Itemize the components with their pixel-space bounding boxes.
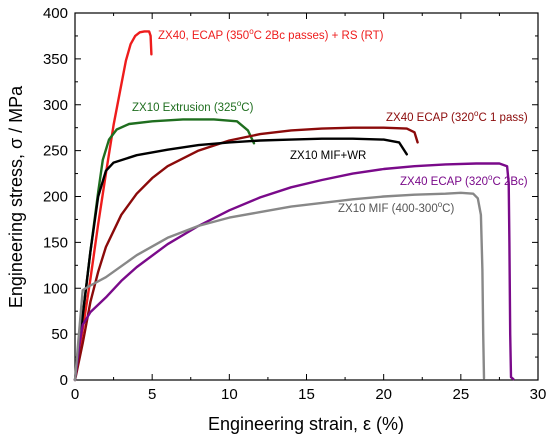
plot-area-frame bbox=[74, 12, 539, 381]
x-tick-label: 0 bbox=[71, 386, 79, 403]
x-axis-title: Engineering strain, ε (%) bbox=[208, 414, 404, 434]
x-tick-label: 30 bbox=[530, 386, 547, 403]
y-tick-label: 200 bbox=[43, 189, 68, 206]
series-line-1 bbox=[73, 30, 153, 382]
series-group bbox=[73, 30, 515, 382]
annotation-a4: ZX10 MIF+WR bbox=[290, 150, 366, 162]
x-tick-label: 20 bbox=[375, 386, 392, 403]
annotation-a1: ZX40, ECAP (350oC 2Bc passes) + RS (RT) bbox=[158, 27, 384, 42]
annotation-a2: ZX10 Extrusion (325oC) bbox=[132, 99, 254, 114]
x-tick-label: 5 bbox=[148, 386, 156, 403]
y-tick-label: 100 bbox=[43, 280, 68, 297]
annotation-a6: ZX10 MIF (400-300oC) bbox=[338, 200, 454, 215]
series-line-5 bbox=[73, 162, 515, 382]
x-tick-label: 10 bbox=[221, 386, 238, 403]
series-line-3 bbox=[73, 126, 419, 382]
series-line-4 bbox=[73, 137, 408, 382]
y-tick-label: 150 bbox=[43, 234, 68, 251]
x-tick-label: 25 bbox=[452, 386, 469, 403]
series-line-6 bbox=[73, 191, 486, 382]
y-tick-label: 300 bbox=[43, 97, 68, 114]
y-tick-label: 0 bbox=[60, 372, 68, 389]
x-tick-label: 15 bbox=[298, 386, 315, 403]
y-tick-label: 350 bbox=[43, 51, 68, 68]
annotations-group: ZX40, ECAP (350oC 2Bc passes) + RS (RT) Z… bbox=[132, 27, 528, 215]
annotation-a3: ZX40 ECAP (320oC 1 pass) bbox=[386, 109, 528, 124]
y-tick-label: 250 bbox=[43, 143, 68, 160]
y-tick-label: 50 bbox=[51, 326, 68, 343]
series-line-2 bbox=[73, 118, 256, 382]
y-tick-label: 400 bbox=[43, 5, 68, 22]
axis-ticks bbox=[74, 12, 539, 381]
y-axis-title: Engineering stress, σ / MPa bbox=[6, 85, 26, 308]
annotation-a5: ZX40 ECAP (320oC 2Bc) bbox=[400, 173, 528, 188]
